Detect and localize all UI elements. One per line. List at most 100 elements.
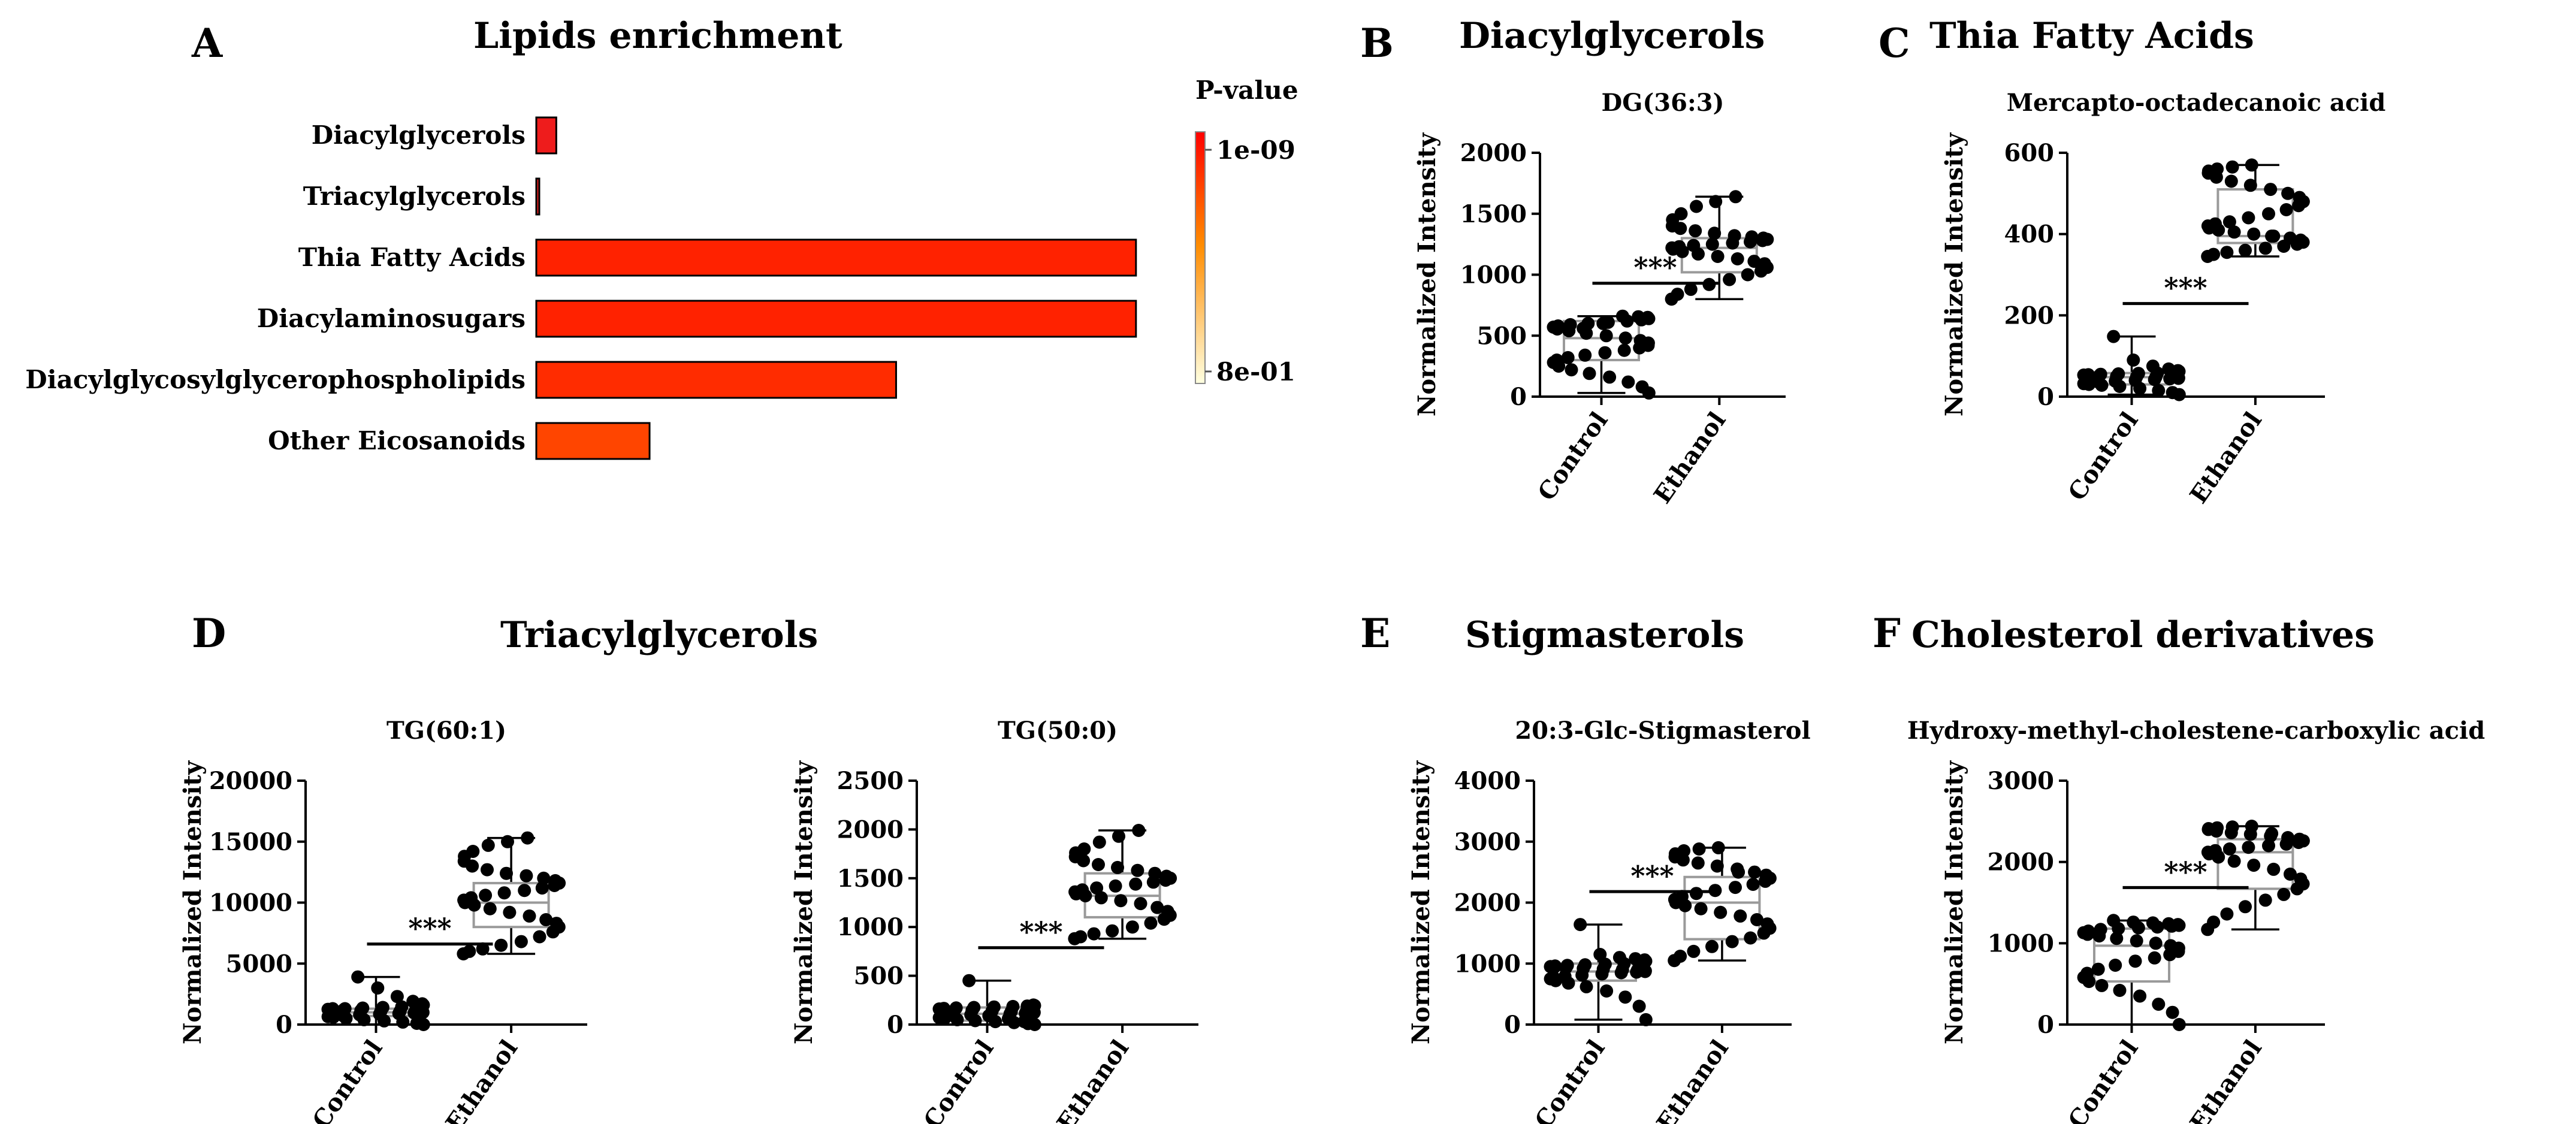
bar	[535, 300, 1137, 338]
data-point	[2224, 174, 2238, 188]
y-tick-label: 500	[1477, 322, 1527, 350]
y-axis-label: Normalized Intensity	[1940, 132, 1968, 416]
data-point	[2080, 966, 2094, 980]
x-category-label: Ethanol	[1051, 1035, 1134, 1124]
x-category-label: Control	[918, 1035, 999, 1124]
data-point	[2091, 962, 2105, 976]
data-point	[481, 863, 494, 877]
data-point	[2284, 231, 2297, 245]
data-point	[2220, 907, 2234, 921]
data-point	[1629, 952, 1642, 966]
data-point	[523, 909, 536, 923]
data-point	[410, 1017, 424, 1030]
data-point	[1757, 257, 1771, 271]
data-point	[2222, 215, 2236, 229]
data-point	[1578, 348, 1592, 362]
data-point	[1723, 273, 1737, 286]
bar-label: Diacylglycosylglycerophospholipids	[25, 365, 526, 394]
legend-title: P-value	[1195, 75, 1298, 105]
data-point	[2277, 887, 2291, 901]
data-point	[535, 881, 549, 895]
data-point	[2146, 359, 2160, 373]
data-point	[1708, 226, 1722, 240]
data-point	[2127, 353, 2140, 367]
data-point	[464, 891, 478, 905]
x-category-label: Control	[307, 1035, 388, 1124]
data-point	[537, 871, 551, 885]
chart-subtitle: 20:3-Glc-Stigmasterol	[1515, 717, 1810, 745]
data-point	[2258, 241, 2272, 255]
data-point	[2220, 246, 2234, 259]
data-point	[2279, 203, 2293, 216]
y-tick-label: 10000	[209, 889, 292, 917]
data-point	[1689, 887, 1703, 901]
data-point	[390, 990, 404, 1004]
data-point	[1729, 190, 1743, 204]
panel-title-c: Thia Fatty Acids	[1929, 15, 2254, 57]
y-tick-label: 0	[887, 1011, 904, 1039]
data-point	[1639, 1013, 1653, 1026]
data-point	[518, 884, 531, 898]
y-tick-label: 3000	[1988, 767, 2054, 795]
data-point	[2245, 820, 2258, 833]
data-point	[1077, 842, 1091, 856]
data-point	[1600, 984, 1614, 998]
data-point	[2152, 998, 2166, 1011]
data-point	[1731, 252, 1744, 265]
y-tick-label: 0	[2037, 1011, 2054, 1039]
data-point	[2166, 386, 2179, 400]
data-point	[2146, 916, 2160, 930]
data-point	[1094, 891, 1108, 905]
bar	[535, 422, 651, 460]
chart-subtitle: Hydroxy-methyl-cholestene-carboxylic aci…	[1907, 717, 2485, 745]
data-point	[1111, 860, 1124, 874]
panel-title-f: Cholesterol derivatives	[1911, 614, 2375, 656]
data-point	[962, 974, 976, 987]
data-point	[1672, 240, 1686, 253]
data-point	[1671, 288, 1684, 301]
data-point	[2112, 367, 2125, 380]
data-point	[1580, 980, 1593, 993]
y-tick-label: 200	[2004, 301, 2055, 330]
data-point	[1144, 916, 1158, 930]
significance-stars: ***	[1633, 252, 1677, 284]
data-point	[497, 886, 511, 900]
bar-label: Diacylglycerols	[312, 120, 526, 150]
x-category-label: Ethanol	[2184, 1035, 2267, 1124]
data-point	[1076, 883, 1089, 897]
data-point	[2130, 934, 2143, 948]
y-axis-label: Normalized Intensity	[1407, 760, 1435, 1044]
data-point	[2293, 832, 2306, 846]
data-point	[1759, 868, 1773, 882]
lipid-enrichment-bar-chart: Diacylglycerols Triacylglycerols Thia Fatt…	[25, 116, 1137, 460]
panel-label-a: A	[191, 20, 223, 67]
data-point	[2225, 820, 2239, 834]
data-point	[500, 866, 513, 880]
data-point	[520, 869, 533, 883]
data-point	[2281, 831, 2295, 844]
data-point	[2082, 924, 2095, 938]
data-point	[2166, 1005, 2179, 1019]
data-point	[1131, 863, 1144, 877]
data-point	[2162, 917, 2176, 930]
y-tick-label: 3000	[1454, 828, 1521, 856]
data-point	[1074, 930, 1088, 944]
panel-title-d: Triacylglycerols	[500, 614, 818, 656]
data-point	[2239, 900, 2252, 914]
data-point	[2239, 243, 2252, 257]
data-point	[2227, 225, 2241, 239]
data-point	[1687, 238, 1701, 252]
bar-label: Thia Fatty Acids	[298, 243, 526, 272]
data-point	[949, 1001, 963, 1015]
y-tick-label: 600	[2004, 139, 2055, 167]
x-category-label: Control	[2062, 407, 2143, 506]
y-tick-label: 2500	[837, 767, 904, 795]
y-tick-label: 0	[2037, 383, 2054, 411]
data-point	[1161, 905, 1174, 918]
data-point	[1560, 959, 1574, 972]
y-tick-label: 1000	[1988, 929, 2054, 957]
data-point	[1750, 913, 1763, 926]
data-point	[1732, 865, 1745, 879]
box	[2216, 838, 2294, 890]
data-point	[2148, 951, 2161, 965]
